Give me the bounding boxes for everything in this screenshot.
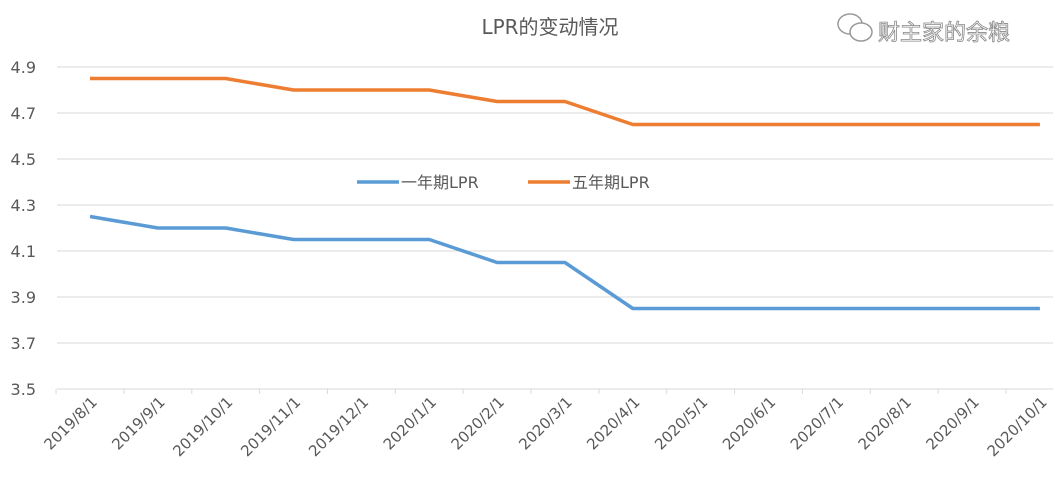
- x-tick-label: 2019/12/1: [305, 393, 372, 460]
- x-tick-label: 2020/4/1: [583, 393, 643, 453]
- y-tick-label: 4.7: [11, 104, 36, 123]
- y-tick-label: 3.7: [11, 334, 36, 353]
- x-tick-label: 2019/11/1: [237, 393, 304, 460]
- x-tick-label: 2019/9/1: [108, 393, 168, 453]
- x-tick-label: 2020/2/1: [448, 393, 508, 453]
- x-tick-label: 2020/8/1: [855, 393, 915, 453]
- x-tick-label: 2020/3/1: [515, 393, 575, 453]
- y-tick-label: 4.9: [11, 58, 36, 77]
- wechat-icon: [838, 14, 872, 41]
- x-tick-label: 2020/6/1: [719, 393, 779, 453]
- chart-title: LPR的变动情况: [481, 15, 618, 39]
- legend: 一年期LPR 五年期LPR: [357, 173, 650, 192]
- y-tick-label: 4.3: [11, 196, 36, 215]
- y-tick-label: 3.5: [11, 380, 36, 399]
- watermark-text: 财主家的余粮: [878, 21, 1010, 46]
- legend-label: 一年期LPR: [401, 173, 479, 192]
- x-tick-label: 2020/5/1: [651, 393, 711, 453]
- watermark: 财主家的余粮: [838, 14, 1010, 46]
- y-tick-label: 4.1: [11, 242, 36, 261]
- x-tick-label: 2020/9/1: [923, 393, 983, 453]
- legend-label: 五年期LPR: [572, 173, 650, 192]
- y-tick-label: 4.5: [11, 150, 36, 169]
- x-tick-label: 2019/10/1: [169, 393, 236, 460]
- x-tick-label: 2019/8/1: [40, 393, 100, 453]
- y-tick-label: 3.9: [11, 288, 36, 307]
- x-tick-label: 2020/7/1: [787, 393, 847, 453]
- x-tick-label: 2020/1/1: [380, 393, 440, 453]
- x-tick-label: 2020/10/1: [984, 393, 1051, 460]
